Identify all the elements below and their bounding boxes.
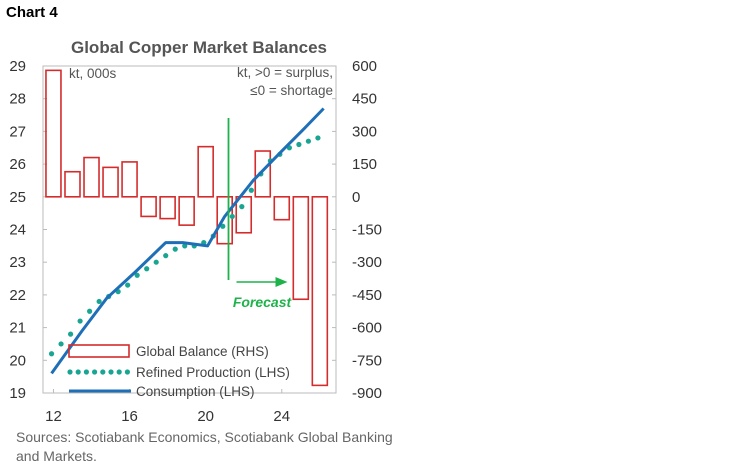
balance-bar <box>121 161 138 198</box>
right-tick-label: -600 <box>352 320 382 337</box>
balance-bar <box>197 145 214 198</box>
left-axis-note: kt, 000s <box>69 66 117 81</box>
balance-bars <box>45 69 329 387</box>
forecast-arrow-head <box>275 277 288 287</box>
balance-bar <box>254 150 272 198</box>
x-tick-label: 16 <box>121 408 138 425</box>
right-tick-label: -300 <box>352 254 382 271</box>
legend-refined-swatch-dot <box>100 369 106 375</box>
refined-production-point <box>67 331 74 337</box>
legend-refined-swatch-dot <box>92 369 98 375</box>
refined-production-point <box>125 282 131 288</box>
refined-production-point <box>134 272 140 278</box>
balance-bar <box>64 170 81 198</box>
legend-label: Consumption (LHS) <box>136 384 255 399</box>
refined-production-point <box>144 266 150 272</box>
balance-bar <box>83 156 100 198</box>
refined-production-point <box>58 341 64 347</box>
left-tick-label: 21 <box>9 320 26 337</box>
refined-production-point <box>305 138 312 144</box>
x-axis-ticks: 12 16 20 24 <box>45 389 290 425</box>
refined-production-point <box>77 318 83 324</box>
chart-title: Global Copper Market Balances <box>71 38 327 57</box>
right-tick-label: -900 <box>352 385 382 402</box>
left-tick-label: 28 <box>9 91 26 108</box>
balance-bar <box>273 196 291 221</box>
refined-production-point <box>87 308 93 314</box>
balance-bar <box>102 166 119 198</box>
legend-refined-swatch-dot <box>83 369 89 375</box>
legend-refined-swatch-dot <box>116 369 122 375</box>
balance-bar <box>159 196 176 220</box>
right-tick-label: 600 <box>352 58 377 75</box>
legend-refined-swatch-dot <box>67 369 73 375</box>
consumption-line <box>50 107 325 375</box>
right-tick-label: 150 <box>352 156 377 173</box>
right-tick-label: -750 <box>352 352 382 369</box>
source-note: Sources: Scotiabank Economics, Scotiaban… <box>16 429 393 464</box>
refined-production-point <box>220 223 226 229</box>
refined-production-point <box>153 259 159 265</box>
legend-label: Global Balance (RHS) <box>136 344 269 359</box>
refined-production-point <box>163 253 169 259</box>
balance-bar <box>140 196 157 218</box>
right-tick-label: -150 <box>352 222 382 239</box>
refined-production-point <box>182 243 188 249</box>
legend-refined-swatch-dot <box>75 369 81 375</box>
left-tick-label: 20 <box>9 352 26 369</box>
legend-label: Refined Production (LHS) <box>136 365 290 380</box>
refined-production-point <box>315 135 321 141</box>
refined-production-point <box>96 298 102 305</box>
right-axis-note-line1: kt, >0 = surplus, <box>237 65 333 80</box>
balance-bar <box>178 196 195 226</box>
x-tick-label: 24 <box>273 408 290 425</box>
legend-balance-swatch <box>68 344 130 358</box>
left-tick-label: 26 <box>9 156 26 173</box>
x-tick-label: 12 <box>45 408 62 425</box>
right-tick-label: 450 <box>352 91 377 108</box>
left-tick-label: 22 <box>9 287 26 304</box>
refined-production-point <box>172 246 178 252</box>
x-tick-label: 20 <box>197 408 214 425</box>
right-tick-label: 300 <box>352 123 377 140</box>
legend: Global Balance (RHS) Refined Production (… <box>67 344 290 399</box>
refined-production-point <box>296 141 302 148</box>
right-axis-ticks: 600 450 300 150 0 -150 -300 -450 -600 -750 -900 <box>332 58 382 402</box>
refined-production-point <box>248 187 254 193</box>
balance-bar <box>45 69 62 198</box>
right-axis-note-line2: ≤0 = shortage <box>250 83 333 98</box>
forecast-label: Forecast <box>233 294 293 310</box>
balance-bar <box>235 196 253 234</box>
left-tick-label: 19 <box>9 385 26 402</box>
right-tick-label: -450 <box>352 287 382 304</box>
balance-bar <box>292 196 310 301</box>
balance-bar <box>216 196 233 245</box>
balance-bar <box>311 196 329 387</box>
left-axis-ticks: 29 28 27 26 25 24 23 22 21 20 19 <box>9 58 47 402</box>
refined-production-point <box>48 351 55 357</box>
left-tick-label: 24 <box>9 222 26 239</box>
chart-number-label: Chart 4 <box>6 4 58 21</box>
legend-refined-swatch-dot <box>108 369 114 375</box>
left-tick-label: 27 <box>9 123 26 140</box>
refined-production-point <box>229 213 235 220</box>
legend-refined-swatch-dot <box>124 369 130 375</box>
left-tick-label: 25 <box>9 189 26 206</box>
right-tick-label: 0 <box>352 189 360 206</box>
left-tick-label: 23 <box>9 254 26 271</box>
line-series <box>48 107 325 375</box>
refined-production-point <box>239 204 245 210</box>
forecast-marker: Forecast <box>227 118 293 310</box>
left-tick-label: 29 <box>9 58 26 75</box>
